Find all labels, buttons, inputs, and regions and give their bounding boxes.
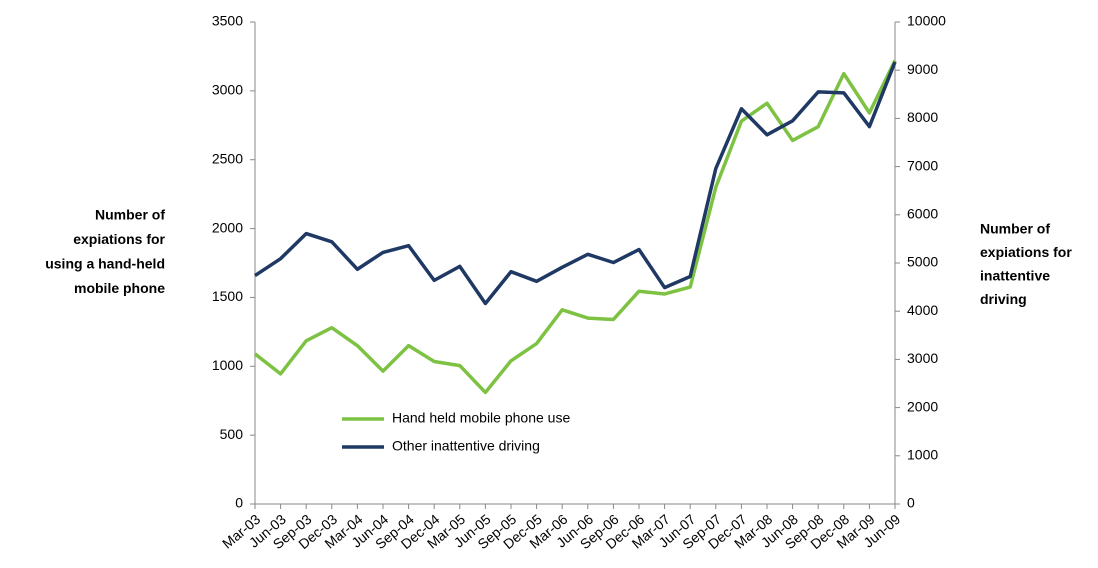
y-axis-title: Number of <box>95 207 165 223</box>
y2-tick-label: 1000 <box>907 447 938 463</box>
y-axis-title: expiations for <box>73 231 165 247</box>
y-tick-label: 1000 <box>212 357 243 373</box>
y-tick-label: 2500 <box>212 150 243 166</box>
y-tick-label: 1500 <box>212 288 243 304</box>
y-tick-label: 3000 <box>212 82 243 98</box>
y2-tick-label: 5000 <box>907 254 938 270</box>
y-tick-label: 500 <box>220 426 244 442</box>
y2-tick-label: 9000 <box>907 61 938 77</box>
y-tick-label: 3500 <box>212 13 243 29</box>
y2-tick-label: 3000 <box>907 350 938 366</box>
legend-box <box>340 405 615 461</box>
y-axis-title: mobile phone <box>74 280 165 296</box>
y2-axis-title: expiations for <box>980 244 1072 260</box>
y-axis-title: using a hand-held <box>45 256 165 272</box>
series-line <box>253 59 897 395</box>
y2-tick-label: 8000 <box>907 109 938 125</box>
legend-label: Other inattentive driving <box>392 438 540 454</box>
y2-axis-title: Number of <box>980 221 1050 237</box>
y2-axis-title: inattentive <box>980 268 1050 284</box>
series-line <box>254 61 897 306</box>
legend-label: Hand held mobile phone use <box>392 410 570 426</box>
y-tick-label: 0 <box>235 495 243 511</box>
y2-tick-label: 7000 <box>907 157 938 173</box>
y2-tick-label: 10000 <box>907 13 946 29</box>
y2-tick-label: 2000 <box>907 398 938 414</box>
y-tick-label: 2000 <box>212 219 243 235</box>
y2-tick-label: 6000 <box>907 206 938 222</box>
y2-tick-label: 4000 <box>907 302 938 318</box>
y2-axis-title: driving <box>980 291 1027 307</box>
y2-tick-label: 0 <box>907 495 915 511</box>
